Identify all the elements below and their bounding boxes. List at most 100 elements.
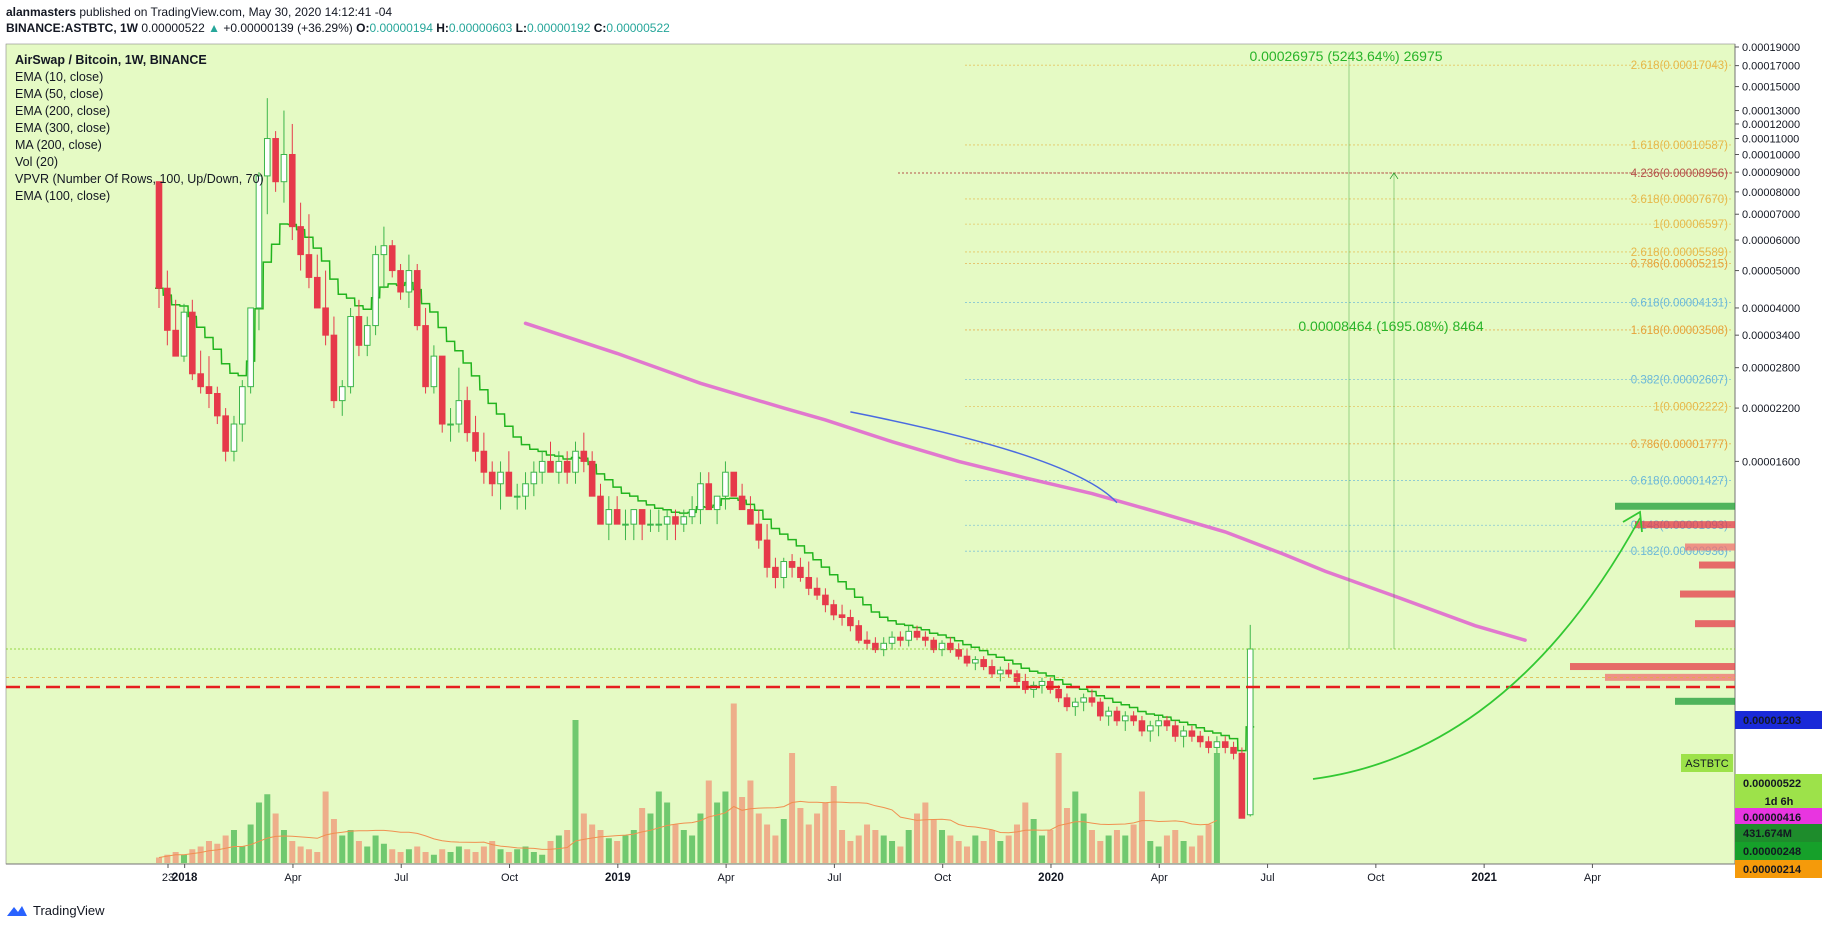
volume-bar (255, 802, 262, 863)
volume-bar (772, 835, 779, 863)
volume-bar (714, 802, 721, 863)
fib-level-label: 1(0.00006597) (1653, 219, 1728, 231)
volume-ma-line (158, 800, 1218, 858)
footer-logo[interactable]: TradingView (6, 903, 105, 918)
volume-bar (1163, 835, 1170, 863)
fib-level-label: 0.618(0.00001427) (1631, 476, 1728, 488)
candle-up (538, 460, 546, 473)
volume-bar (755, 813, 762, 863)
candle-down (747, 509, 754, 525)
candle-down (488, 471, 496, 485)
volume-bar (547, 841, 554, 863)
time-tick-label: Apr (1151, 872, 1168, 884)
volume-bar (455, 846, 462, 863)
last-price: 0.00000522 (141, 21, 205, 35)
candle-down (1130, 715, 1137, 722)
symbol-name: BINANCE:ASTBTC, 1W (6, 21, 138, 35)
volume-bar (1155, 846, 1162, 863)
price-tick-label: 0.00011000 (1742, 134, 1799, 146)
volume-bar (1047, 830, 1054, 863)
fib-level-label: 2.618(0.00017043) (1631, 60, 1728, 72)
candle-down (847, 616, 854, 627)
volume-bar (514, 849, 521, 863)
close-value: 0.00000522 (606, 21, 670, 35)
candle-down (805, 576, 813, 589)
price-badge-label: 0.00001203 (1743, 715, 1801, 727)
candle-down (1230, 746, 1237, 754)
candle-down (980, 659, 987, 668)
candle-down (763, 539, 771, 568)
candle-down (838, 614, 846, 618)
candle-up (280, 153, 288, 183)
time-tick-label: Oct (501, 872, 518, 884)
candle-down (755, 523, 763, 541)
volume-bar (764, 824, 771, 863)
volume-bar (647, 813, 654, 863)
candle-down (1096, 701, 1104, 717)
price-badge (1735, 824, 1822, 842)
candle-up (1180, 730, 1187, 737)
price-tick-label: 0.00019000 (1742, 42, 1800, 54)
price-tick-label: 0.00012000 (1742, 119, 1800, 131)
candle-up (239, 386, 246, 425)
chart-frame (5, 43, 1736, 865)
volume-bar (1005, 835, 1012, 863)
volume-bar (497, 849, 504, 863)
price-chart[interactable]: 2.618(0.00017043) 1.618(0.00010587) 4.236(… (0, 0, 1828, 900)
measure-label-2: 0.00008464 (1695.08%) 8464 (1298, 318, 1483, 334)
volume-bar (855, 835, 862, 863)
candle-down (164, 287, 171, 331)
candle-down (472, 432, 479, 452)
price-tick-label: 0.00013000 (1742, 106, 1800, 118)
volume-bar (1038, 835, 1045, 863)
candle-down (955, 649, 962, 657)
projection-arrow (1312, 517, 1641, 780)
legend-line: VPVR (Number Of Rows, 100, Up/Down, 70) (15, 172, 264, 186)
candle-down (813, 587, 821, 596)
candle-down (788, 561, 796, 568)
volume-bar (364, 846, 371, 863)
candle-up (1246, 648, 1254, 816)
volume-bar (580, 813, 587, 863)
candle-up (972, 659, 979, 664)
author-name[interactable]: alanmasters (6, 5, 77, 19)
candle-up (905, 630, 913, 641)
volume-bar (1147, 841, 1154, 863)
candle-down (730, 471, 738, 497)
candle-up (997, 669, 1004, 675)
volume-bar (339, 835, 346, 863)
ema-10-line (155, 223, 1255, 752)
candle-up (663, 516, 671, 525)
candle-down (288, 153, 296, 228)
candle-down (438, 355, 446, 425)
volume-bar (839, 830, 846, 863)
candle-up (647, 523, 654, 526)
fib-level-label: 0.786(0.00005215) (1631, 259, 1728, 271)
legend-line: EMA (50, close) (15, 87, 103, 101)
candle-down (738, 495, 746, 511)
volume-bar (930, 819, 937, 863)
price-axis[interactable]: 0.00019000 0.00017000 0.00015000 0.00013000… (1681, 42, 1822, 878)
price-tick-label: 0.00005000 (1742, 266, 1800, 278)
vpvr-bar (1695, 620, 1735, 628)
candle-up (405, 270, 413, 293)
fib-level-label: 1.618(0.00003508) (1631, 325, 1728, 337)
symbol-info: BINANCE:ASTBTC, 1W 0.00000522 ▲ +0.00000… (6, 21, 670, 35)
candle-down (1163, 720, 1171, 727)
vpvr-bar (1685, 543, 1735, 551)
volume-bar (156, 857, 162, 863)
volume-bar (447, 852, 454, 863)
price-badge-label: 0.00000416 (1743, 812, 1801, 824)
volume-bar (397, 852, 404, 863)
volume-bar (1205, 824, 1212, 863)
candle-up (605, 509, 613, 525)
price-badge (1735, 860, 1822, 878)
vpvr-bar (1615, 502, 1735, 510)
candle-down (872, 642, 879, 651)
candle-up (180, 311, 188, 357)
candle-down (397, 270, 404, 293)
vpvr-bar (1680, 590, 1735, 598)
volume-bar (605, 838, 612, 863)
candle-down (463, 400, 471, 434)
